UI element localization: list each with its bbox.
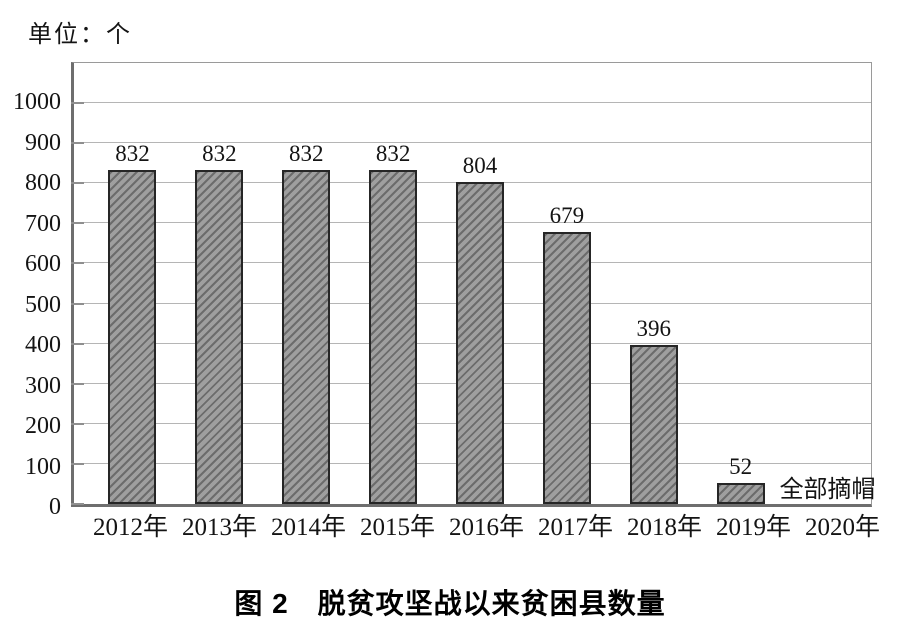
category-slot-2020年: 全部摘帽 bbox=[780, 63, 876, 504]
figure-caption: 图 2 脱贫攻坚战以来贫困县数量 bbox=[234, 588, 666, 619]
value-label-2013年: 832 bbox=[202, 141, 237, 167]
x-axis-label-2016年: 2016年 bbox=[448, 514, 524, 541]
bar-2014年 bbox=[282, 170, 331, 504]
y-axis-label-800: 800 bbox=[25, 170, 61, 197]
value-label-2012年: 832 bbox=[115, 141, 150, 167]
value-label-2015年: 832 bbox=[375, 141, 411, 167]
x-axis-labels: 2012年 2013年 2014年 2015年 2016年 2017年 2018年 2019年… bbox=[71, 513, 887, 543]
y-tick-0 bbox=[71, 503, 84, 505]
category-slot-2015年: 832 bbox=[350, 63, 437, 504]
bar-2012年 bbox=[108, 170, 157, 504]
bar-2018年 bbox=[629, 345, 678, 504]
bar-2013年 bbox=[195, 170, 244, 504]
y-tick-500 bbox=[71, 302, 84, 305]
value-label-2019年: 52 bbox=[729, 454, 753, 480]
x-axis-label-2013年: 2013年 bbox=[181, 514, 257, 541]
y-axis-label-900: 900 bbox=[25, 129, 61, 156]
y-tick-300 bbox=[71, 382, 84, 385]
category-slot-2017年: 679 bbox=[523, 63, 610, 504]
value-label-2017年: 679 bbox=[549, 202, 585, 228]
category-slot-2018年: 396 bbox=[610, 63, 697, 504]
category-slot-2016年: 804 bbox=[437, 63, 524, 504]
unit-label: 单位：个 bbox=[28, 22, 132, 48]
x-axis-label-2014年: 2014年 bbox=[270, 514, 346, 541]
category-slot-2019年: 52 bbox=[697, 63, 784, 504]
y-axis-label-100: 100 bbox=[25, 453, 61, 480]
category-slot-2013年: 832 bbox=[176, 63, 263, 504]
x-axis-label-2018年: 2018年 bbox=[626, 514, 702, 541]
y-tick-1000 bbox=[71, 102, 84, 105]
y-axis-label-300: 300 bbox=[25, 372, 61, 399]
value-label-2018年: 396 bbox=[636, 316, 672, 342]
bar-2017年 bbox=[542, 231, 591, 504]
y-tick-600 bbox=[71, 262, 84, 265]
x-axis-label-2020年: 2020年 bbox=[804, 514, 880, 541]
category-slot-2014年: 832 bbox=[263, 63, 350, 504]
y-tick-400 bbox=[71, 342, 84, 345]
x-axis-label-2019年: 2019年 bbox=[715, 514, 791, 541]
annotation-2020年: 全部摘帽 bbox=[779, 477, 876, 503]
y-axis-label-700: 700 bbox=[25, 210, 61, 237]
value-label-2016年: 804 bbox=[462, 152, 498, 178]
y-tick-200 bbox=[71, 422, 84, 425]
gridline-900 bbox=[74, 142, 871, 144]
bar-2015年 bbox=[369, 170, 418, 504]
y-axis-label-200: 200 bbox=[25, 413, 61, 440]
y-axis-label-0: 0 bbox=[49, 494, 61, 520]
category-slot-2012年: 832 bbox=[89, 63, 176, 504]
y-axis-label-1000: 1000 bbox=[13, 89, 61, 116]
y-tick-100 bbox=[71, 462, 84, 465]
y-axis-label-500: 500 bbox=[25, 291, 61, 318]
y-tick-800 bbox=[71, 182, 84, 185]
y-axis-label-400: 400 bbox=[25, 332, 61, 359]
bar-2016年 bbox=[456, 181, 504, 504]
x-axis-label-2017年: 2017年 bbox=[537, 514, 613, 541]
x-axis-label-2015年: 2015年 bbox=[359, 514, 435, 541]
y-tick-900 bbox=[71, 142, 84, 145]
x-axis-label-2012年: 2012年 bbox=[92, 514, 168, 541]
y-axis-label-600: 600 bbox=[25, 251, 61, 278]
y-axis-labels: 0 100 200 300 400 500 600 700 800 900 1000 bbox=[0, 62, 61, 520]
bars: 832 832 832 832 804 679 396 52 全部摘帽 bbox=[74, 63, 876, 504]
plot-area: 832 832 832 832 804 679 396 52 全部摘帽 bbox=[71, 62, 876, 507]
bar-2019年 bbox=[716, 483, 765, 504]
y-tick-700 bbox=[71, 222, 84, 225]
gridline-1000 bbox=[74, 102, 871, 104]
value-label-2014年: 832 bbox=[288, 141, 324, 167]
